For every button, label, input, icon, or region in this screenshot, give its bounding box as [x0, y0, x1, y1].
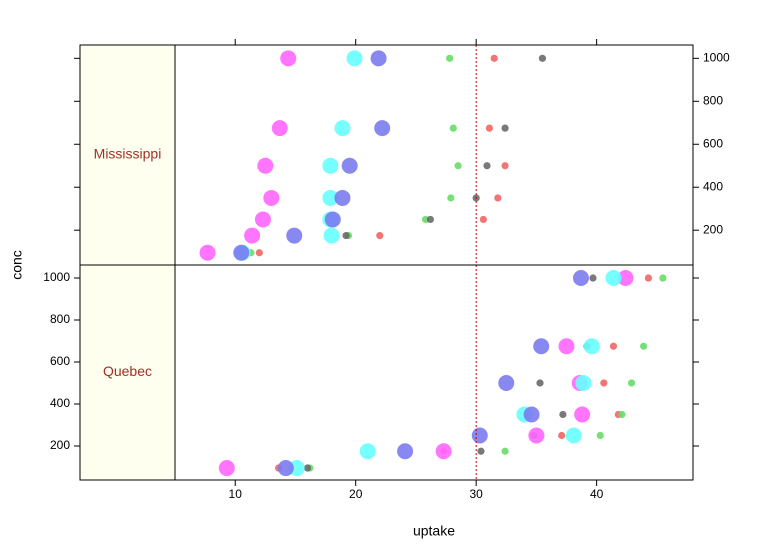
panel-frame	[79, 264, 694, 481]
y-tick-label: 1000	[703, 50, 730, 64]
strip	[80, 45, 175, 265]
y-tick-label: 800	[703, 93, 723, 107]
data-point	[254, 211, 271, 228]
y-tick-label: 400	[703, 179, 723, 193]
data-point	[596, 431, 604, 440]
data-point	[490, 54, 498, 62]
data-point	[572, 270, 589, 287]
data-point	[370, 50, 387, 67]
data-point	[479, 215, 487, 224]
data-point	[627, 379, 636, 387]
data-point	[426, 215, 434, 224]
data-point	[322, 157, 339, 174]
y-tick-label: 200	[703, 222, 723, 236]
y-tick-label: 400	[50, 396, 70, 410]
data-point	[589, 274, 597, 282]
data-point	[574, 406, 591, 423]
data-point	[263, 189, 280, 206]
data-point	[447, 194, 455, 202]
data-point	[605, 270, 622, 287]
data-point	[565, 427, 582, 444]
data-point	[322, 189, 339, 206]
data-point	[501, 124, 509, 132]
data-point	[334, 120, 351, 137]
data-point	[341, 157, 358, 174]
data-point	[454, 162, 462, 170]
data-point	[640, 342, 648, 350]
y-tick-label: 200	[50, 438, 70, 452]
data-point	[483, 162, 491, 170]
data-point	[523, 406, 540, 423]
data-point	[659, 274, 667, 282]
y-tick-label: 800	[50, 312, 70, 326]
data-point	[449, 124, 457, 132]
data-point	[446, 54, 454, 62]
data-point	[501, 447, 509, 455]
data-point	[374, 120, 391, 137]
data-point	[536, 379, 544, 387]
data-point	[559, 410, 567, 419]
data-point	[583, 338, 600, 355]
data-point	[618, 410, 626, 419]
data-point	[485, 124, 494, 132]
data-point	[609, 342, 618, 350]
x-tick-label: 10	[229, 487, 243, 501]
data-point	[334, 189, 351, 206]
data-point	[435, 443, 452, 460]
data-point	[303, 464, 312, 472]
data-point	[575, 374, 592, 391]
data-point	[558, 338, 575, 355]
data-point	[280, 50, 297, 67]
data-point	[501, 162, 509, 170]
data-point	[286, 227, 303, 244]
data-point	[600, 379, 608, 387]
data-point	[644, 274, 653, 282]
data-point	[324, 211, 341, 228]
x-tick-label: 30	[469, 487, 483, 501]
data-point	[558, 431, 566, 440]
data-point	[244, 227, 261, 244]
data-point	[376, 231, 384, 240]
strip-label: Quebec	[103, 363, 152, 379]
data-point	[323, 227, 340, 244]
data-point	[255, 249, 263, 257]
data-point	[359, 443, 376, 460]
x-tick-label: 40	[590, 487, 604, 501]
data-point	[233, 244, 250, 261]
data-point	[271, 120, 288, 137]
data-point	[257, 157, 274, 174]
data-point	[277, 460, 294, 477]
data-point	[533, 338, 550, 355]
data-point	[397, 443, 414, 460]
data-point	[498, 374, 515, 391]
strip	[80, 265, 175, 480]
x-tick-label: 20	[349, 487, 363, 501]
data-point	[494, 194, 502, 202]
data-point	[218, 460, 235, 477]
data-point	[342, 231, 350, 240]
data-point	[471, 427, 488, 444]
y-axis-label: conc	[9, 250, 25, 280]
y-tick-label: 600	[703, 136, 723, 150]
y-tick-label: 600	[50, 354, 70, 368]
x-axis-label: uptake	[413, 523, 455, 539]
data-point	[346, 50, 363, 67]
data-point	[477, 447, 485, 455]
strip-label: Mississippi	[94, 146, 162, 162]
data-point	[528, 427, 545, 444]
data-point	[199, 244, 216, 261]
data-point	[538, 54, 547, 62]
y-tick-label: 1000	[43, 270, 70, 284]
data-point	[617, 270, 634, 287]
